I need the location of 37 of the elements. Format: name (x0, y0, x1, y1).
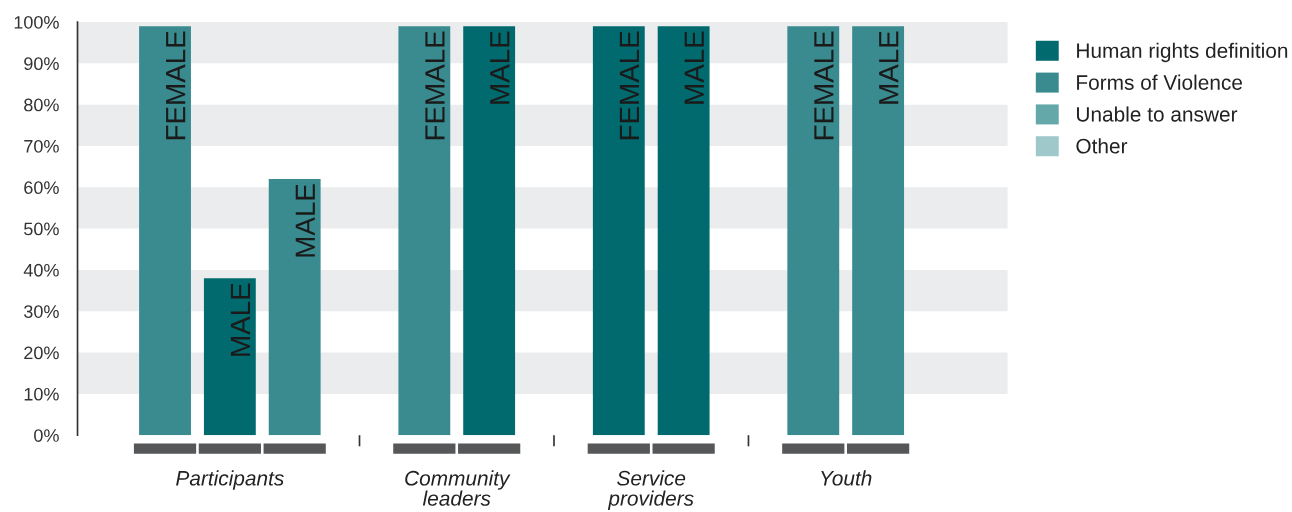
text: Service providers (607, 470, 694, 510)
bar (268, 179, 321, 436)
x-tick-label: FEMALE (619, 31, 639, 140)
x-tick-label: FEMALE (814, 31, 834, 140)
x-tick-label: MALE (879, 31, 899, 104)
y-tick-label: 50% (24, 222, 59, 236)
bar (852, 26, 905, 436)
bar (398, 26, 451, 436)
legend-label: Unable to answer (1077, 106, 1238, 122)
x-tick-label: FEMALE (425, 31, 445, 140)
y-tick-label: 30% (24, 305, 59, 318)
bar (463, 26, 516, 436)
y-tick-label: 100% (14, 15, 59, 29)
bar (592, 26, 645, 436)
y-tick-label: 70% (24, 139, 59, 153)
text: Youth (821, 470, 872, 486)
y-tick-label: 0% (34, 429, 59, 442)
x-tick-label: MALE (684, 31, 704, 104)
x-tick-label: MALE (490, 31, 510, 104)
bar (139, 26, 191, 436)
text: Participants (176, 470, 284, 490)
x-tick-label: MALE (295, 184, 315, 257)
y-tick-label: 60% (24, 181, 59, 195)
y-tick-label: 20% (24, 346, 59, 360)
x-tick-label: MALE (230, 283, 251, 356)
bar (203, 278, 256, 436)
bar (657, 26, 710, 436)
text: Community leaders (405, 470, 511, 506)
y-tick-label: 10% (24, 387, 59, 401)
legend-label: Other (1076, 138, 1128, 154)
y-tick-label: 40% (23, 263, 59, 277)
y-tick-label: 90% (24, 57, 59, 71)
legend-label: Human rights definition (1077, 42, 1288, 63)
x-tick-label: FEMALE (166, 31, 186, 140)
bar (787, 26, 840, 436)
y-tick-label: 80% (24, 98, 59, 112)
legend-label: Forms of Violence (1077, 74, 1242, 90)
